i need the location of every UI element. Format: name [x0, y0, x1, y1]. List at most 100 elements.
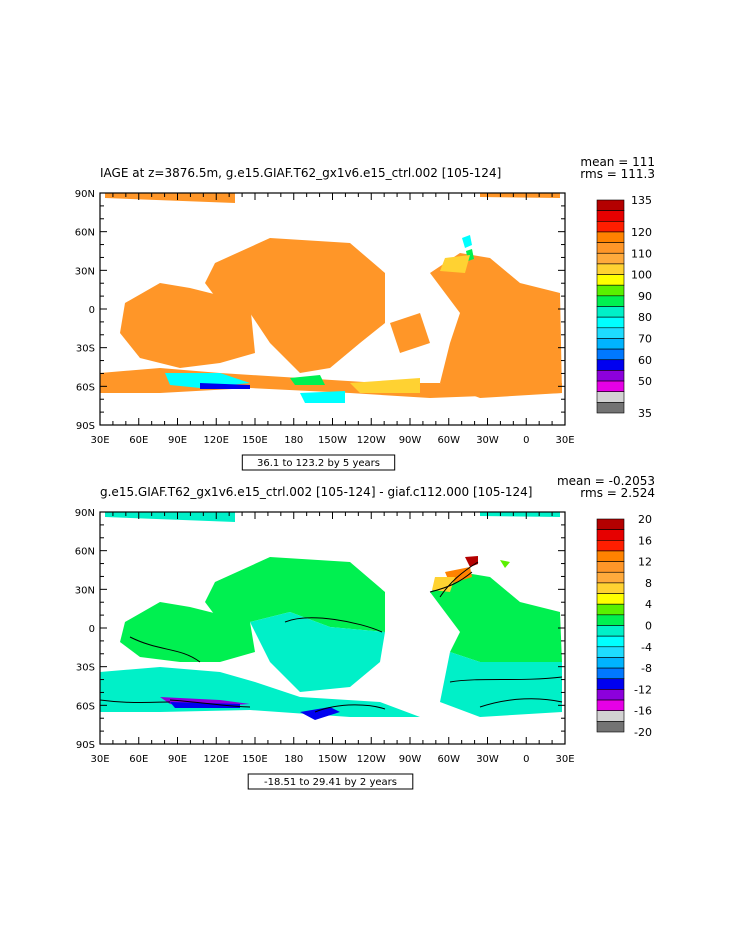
y-tick-label: 30N	[75, 585, 95, 596]
x-tick-label: 30E	[555, 754, 574, 765]
field-region	[120, 602, 255, 662]
field-region	[465, 556, 478, 567]
colorbar-label: 50	[638, 375, 652, 388]
colorbar-box	[596, 242, 625, 254]
x-tick-label: 60E	[129, 754, 148, 765]
x-tick-label: 30W	[476, 435, 499, 446]
y-tick-label: 30S	[76, 663, 95, 674]
colorbar-box	[596, 252, 625, 265]
colorbar-label: -20	[634, 726, 652, 739]
field-region	[170, 702, 240, 708]
rms-stat: rms = 111.3	[580, 167, 655, 181]
panel-title: g.e15.GIAF.T62_gx1v6.e15_ctrl.002 [105-1…	[100, 485, 532, 499]
contour-line	[99, 699, 171, 703]
field-region	[500, 560, 510, 568]
colorbar: 20 16 12 8 4 0 -4 -8 -12 -16 -20	[596, 513, 652, 739]
x-tick-label: 60W	[437, 754, 460, 765]
x-tick-label: 150E	[242, 754, 267, 765]
colorbar-box	[596, 593, 625, 605]
colorbar-box	[596, 210, 625, 222]
colorbar-label: 60	[638, 354, 652, 367]
field-region	[440, 255, 470, 273]
colorbar-box	[596, 199, 625, 211]
colorbar-box	[596, 710, 625, 722]
y-tick-label: 30N	[75, 266, 95, 277]
colorbar-box	[596, 561, 625, 573]
colorbar-label: 12	[638, 556, 652, 569]
field-region	[120, 283, 255, 368]
colorbar-box	[596, 614, 625, 626]
x-tick-label: 60E	[129, 435, 148, 446]
y-tick-label: 90N	[75, 508, 95, 519]
x-tick-label: 0	[523, 754, 529, 765]
data-field	[99, 512, 563, 720]
colorbar-box	[596, 263, 625, 275]
colorbar-box	[596, 699, 625, 711]
y-tick-label: 60S	[76, 701, 95, 712]
colorbar-box	[596, 370, 625, 382]
contour-line	[439, 561, 479, 598]
contour-line	[479, 698, 563, 708]
field-region	[432, 577, 455, 592]
field-region	[350, 378, 420, 393]
colorbar-box	[596, 529, 625, 541]
field-region	[430, 572, 562, 662]
contour-line	[449, 676, 563, 683]
colorbar-box	[596, 284, 625, 297]
y-tick-label: 30S	[76, 344, 95, 355]
field-region	[250, 612, 385, 692]
colorbar-box	[596, 359, 625, 371]
colorbar-box	[596, 306, 625, 318]
contour-line	[429, 571, 473, 593]
contour-info-box	[241, 454, 396, 471]
contour-line	[284, 617, 383, 633]
colorbar-box	[596, 338, 625, 350]
colorbar-label: 90	[638, 290, 652, 303]
colorbar-box	[596, 582, 625, 594]
contour-line	[169, 699, 251, 708]
colorbar-box	[596, 539, 625, 552]
x-tick-label: 120E	[204, 754, 229, 765]
x-tick-label: 120E	[204, 435, 229, 446]
colorbar-box	[596, 657, 625, 669]
colorbar-label: 100	[631, 269, 652, 282]
colorbar-label: -8	[641, 662, 652, 675]
rms-stat: rms = 2.524	[580, 486, 655, 500]
x-tick-label: 180	[284, 754, 303, 765]
colorbar-box	[596, 402, 625, 414]
colorbar-box	[596, 221, 625, 233]
colorbar-label: 8	[645, 577, 652, 590]
colorbar-box	[596, 689, 625, 701]
field-region	[430, 253, 562, 398]
colorbar-box	[596, 231, 625, 243]
colorbar-label: 120	[631, 226, 652, 239]
field-region	[390, 313, 430, 353]
colorbar-box	[596, 635, 625, 648]
field-region	[300, 707, 340, 720]
field-region	[205, 557, 385, 632]
colorbar-box	[596, 646, 625, 658]
colorbar-label: -4	[641, 641, 652, 654]
x-tick-label: 150W	[318, 754, 347, 765]
contour-info-box	[247, 773, 414, 790]
contour-info: 36.1 to 123.2 by 5 years	[257, 458, 380, 469]
colorbar-box	[596, 391, 625, 403]
x-tick-label: 30E	[90, 435, 109, 446]
y-tick-label: 90S	[76, 740, 95, 751]
colorbar-label: 80	[638, 311, 652, 324]
y-tick-label: 0	[89, 624, 95, 635]
contour-info: -18.51 to 29.41 by 2 years	[264, 777, 397, 788]
map-panel-2: 30E 60E 90E 120E 150E 180 150W 120W 90W 60W 30W 0 30…	[75, 474, 655, 790]
field-region	[480, 193, 560, 198]
x-tick-label: 150W	[318, 435, 347, 446]
y-tick-label: 60N	[75, 228, 95, 239]
x-tick-label: 90W	[399, 435, 422, 446]
field-region	[290, 375, 325, 385]
colorbar-box	[596, 667, 625, 680]
x-tick-label: 30W	[476, 754, 499, 765]
field-region	[200, 383, 250, 389]
colorbar-box	[596, 348, 625, 361]
mean-stat: mean = -0.2053	[557, 474, 655, 488]
